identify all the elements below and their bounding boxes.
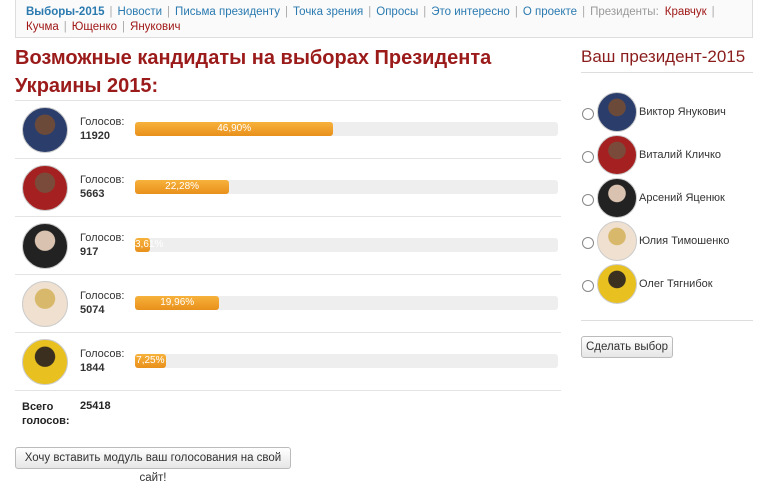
radio[interactable] bbox=[582, 108, 594, 120]
separator: | bbox=[514, 6, 518, 18]
nav-link[interactable]: Янукович bbox=[130, 21, 181, 33]
progress-bar bbox=[135, 238, 151, 252]
divider bbox=[581, 320, 753, 321]
divider bbox=[581, 72, 753, 73]
votes-label: Голосов: 5074 bbox=[80, 289, 124, 317]
votes-count: 5663 bbox=[80, 188, 105, 200]
progress-bar bbox=[135, 180, 230, 194]
radio[interactable] bbox=[582, 237, 594, 249]
poll-option: Олег Тягнибок bbox=[581, 264, 751, 304]
percent-label: 3,61% bbox=[135, 239, 164, 250]
votes-caption: Голосов: bbox=[80, 290, 125, 302]
votes-count: 11920 bbox=[80, 130, 110, 142]
nav-link[interactable]: Выборы-2015 bbox=[26, 6, 105, 18]
votes-count: 917 bbox=[80, 246, 99, 258]
radio[interactable] bbox=[582, 151, 594, 163]
votes-label: Голосов: 11920 bbox=[80, 115, 124, 143]
embed-button[interactable]: Хочу вставить модуль ваш голосования на … bbox=[15, 447, 291, 484]
votes-caption: Голосов: bbox=[80, 174, 125, 186]
progress-track: 46,90% bbox=[135, 122, 558, 136]
progress-track: 22,28% bbox=[135, 180, 558, 194]
votes-label: Голосов: 1844 bbox=[80, 347, 124, 375]
results-title: Возможные кандидаты на выборах Президент… bbox=[15, 47, 492, 97]
option-name: Виктор Янукович bbox=[639, 106, 726, 118]
separator: | bbox=[109, 6, 113, 18]
candidate-row: Голосов: 5074 19,96% bbox=[15, 274, 561, 332]
nav-link[interactable]: Опросы bbox=[376, 6, 419, 18]
total-value: 25418 bbox=[80, 400, 111, 412]
progress-track: 7,25% bbox=[135, 354, 558, 368]
percent-label: 46,90% bbox=[217, 123, 252, 134]
avatar bbox=[597, 135, 637, 175]
nav-link[interactable]: Кравчук bbox=[664, 6, 707, 18]
candidate-row: Голосов: 11920 46,90% bbox=[15, 100, 561, 158]
nav-link[interactable]: Кучма bbox=[26, 21, 59, 33]
option-name: Олег Тягнибок bbox=[639, 278, 713, 290]
percent-label: 19,96% bbox=[160, 297, 195, 308]
avatar bbox=[597, 264, 637, 304]
avatar bbox=[22, 281, 68, 327]
total-label: Всего голосов: bbox=[22, 401, 70, 427]
separator: | bbox=[63, 21, 67, 33]
votes-count: 1844 bbox=[80, 362, 105, 374]
votes-count: 5074 bbox=[80, 304, 105, 316]
separator: | bbox=[423, 6, 427, 18]
votes-label: Голосов: 917 bbox=[80, 231, 124, 259]
radio[interactable] bbox=[582, 194, 594, 206]
candidate-row: Голосов: 5663 22,28% bbox=[15, 158, 561, 216]
radio[interactable] bbox=[582, 280, 594, 292]
votes-caption: Голосов: bbox=[80, 348, 125, 360]
poll-option: Юлия Тимошенко bbox=[581, 221, 751, 261]
nav-link[interactable]: Ющенко bbox=[71, 21, 118, 33]
progress-bar bbox=[135, 122, 334, 136]
progress-bar bbox=[135, 354, 166, 368]
avatar bbox=[597, 92, 637, 132]
votes-caption: Голосов: bbox=[80, 116, 125, 128]
nav-link[interactable]: Письма президенту bbox=[175, 6, 281, 18]
option-name: Виталий Кличко bbox=[639, 149, 722, 161]
nav-label: Президенты: bbox=[590, 6, 659, 18]
separator: | bbox=[285, 6, 289, 18]
nav-link[interactable]: Это интересно bbox=[431, 6, 510, 18]
percent-label: 22,28% bbox=[165, 181, 200, 192]
progress-track: 3,61% bbox=[135, 238, 558, 252]
poll-option: Виталий Кличко bbox=[581, 135, 751, 175]
avatar bbox=[22, 165, 68, 211]
separator: | bbox=[368, 6, 372, 18]
separator: | bbox=[582, 6, 586, 18]
avatar bbox=[22, 339, 68, 385]
avatar bbox=[22, 107, 68, 153]
avatar bbox=[22, 223, 68, 269]
poll-option: Виктор Янукович bbox=[581, 92, 751, 132]
separator: | bbox=[711, 6, 715, 18]
nav-link[interactable]: Новости bbox=[117, 6, 163, 18]
votes-label: Голосов: 5663 bbox=[80, 173, 124, 201]
avatar bbox=[597, 221, 637, 261]
option-name: Арсений Яценюк bbox=[639, 192, 725, 204]
submit-button[interactable]: Сделать выбор bbox=[581, 336, 673, 358]
percent-label: 7,25% bbox=[136, 355, 165, 366]
candidate-row: Голосов: 917 3,61% bbox=[15, 216, 561, 274]
poll-title: Ваш президент-2015 bbox=[581, 47, 746, 66]
separator: | bbox=[122, 21, 126, 33]
separator: | bbox=[167, 6, 171, 18]
avatar bbox=[597, 178, 637, 218]
poll-option: Арсений Яценюк bbox=[581, 178, 751, 218]
nav-link[interactable]: Точка зрения bbox=[293, 6, 364, 18]
nav-bar: Выборы-2015 | Новости | Письма президенту | То… bbox=[15, 0, 753, 38]
candidate-row: Голосов: 1844 7,25% bbox=[15, 332, 561, 390]
total-row: Всего голосов: 25418 bbox=[15, 390, 561, 441]
progress-bar bbox=[135, 296, 220, 310]
progress-track: 19,96% bbox=[135, 296, 558, 310]
option-name: Юлия Тимошенко bbox=[639, 235, 730, 247]
nav-link[interactable]: О проекте bbox=[522, 6, 578, 18]
votes-caption: Голосов: bbox=[80, 232, 125, 244]
